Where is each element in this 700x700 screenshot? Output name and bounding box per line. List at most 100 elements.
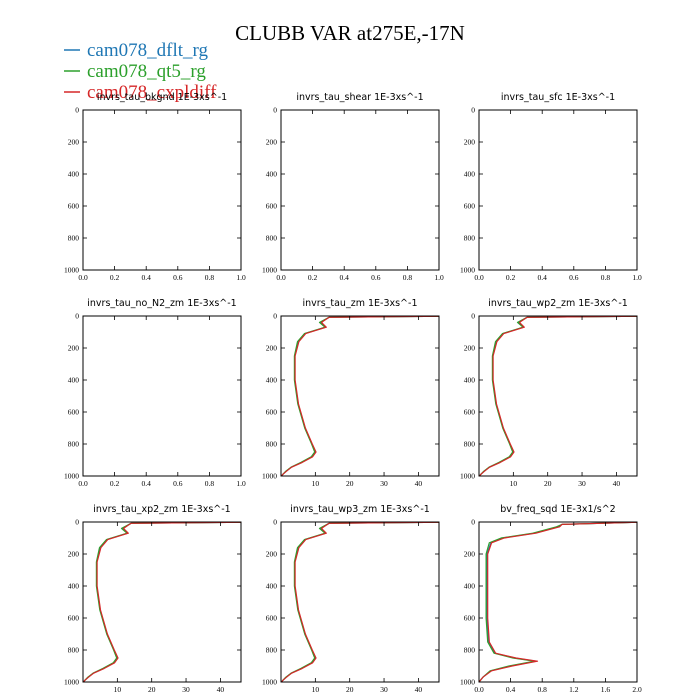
y-tick-label: 800 [464,234,476,243]
y-tick-label: 200 [464,138,476,147]
series-line-cam078_dflt_rg [83,521,242,683]
legend: cam078_dflt_rgcam078_qt5_rgcam078_cxpldi… [64,40,217,103]
legend-entry: cam078_cxpldiff [87,82,217,103]
panel-3: invrs_tau_sfc 1E-3xs^-1 0 200 400 600 800 1000… [460,92,642,282]
x-tick-label: 0.8 [205,479,215,488]
series-line-cam078_cxpldiff [478,521,638,683]
panel-title: invrs_tau_no_N2_zm 1E-3xs^-1 [87,298,236,309]
panel-9: bv_freq_sqd 1E-3x1/s^2 0 200 400 600 800 10000… [460,504,642,694]
y-tick-label: 800 [266,646,278,655]
panel-1: invrs_tau_bkgnd 1E-3xs^-1 0 200 400 600 800 10… [64,92,246,282]
y-tick-label: 400 [464,376,476,385]
panel-2: invrs_tau_shear 1E-3xs^-1 0 200 400 600 800 10… [262,92,444,282]
y-tick-label: 400 [266,170,278,179]
y-tick-label: 1000 [460,678,475,687]
y-tick-label: 800 [68,234,80,243]
x-tick-label: 1.0 [236,273,246,282]
y-tick-label: 0 [471,106,475,115]
x-tick-label: 20 [346,685,354,694]
x-tick-label: 2.0 [632,685,642,694]
y-tick-label: 1000 [64,266,79,275]
x-tick-label: 0.4 [538,273,548,282]
series-line-cam078_dflt_rg [478,521,638,683]
y-tick-label: 200 [464,550,476,559]
series-line-cam078_dflt_rg [281,521,440,683]
legend-entry: cam078_dflt_rg [87,40,209,61]
y-tick-label: 0 [75,518,79,527]
y-tick-label: 0 [471,312,475,321]
series-line-cam078_qt5_rg [281,521,440,683]
y-tick-label: 800 [266,234,278,243]
x-tick-label: 0.0 [474,685,484,694]
plot-frame [280,109,440,271]
legend-entry: cam078_qt5_rg [87,61,206,82]
x-tick-label: 0.0 [474,273,484,282]
panel-grid: invrs_tau_bkgnd 1E-3xs^-1020040060080010… [64,92,642,694]
y-tick-label: 400 [68,376,80,385]
series-line-cam078_qt5_rg [281,315,440,477]
x-tick-label: 1.2 [569,685,579,694]
y-tick-label: 800 [266,440,278,449]
panel-5: invrs_tau_zm 1E-3xs^-1 0 200 400 600 800 1000 1… [262,298,440,488]
y-tick-label: 200 [266,138,278,147]
y-tick-label: 400 [266,376,278,385]
y-tick-label: 600 [68,614,80,623]
y-tick-label: 200 [464,344,476,353]
x-tick-label: 0.2 [506,273,516,282]
x-tick-label: 0.4 [340,273,350,282]
y-tick-label: 600 [266,408,278,417]
panel-4: invrs_tau_no_N2_zm 1E-3xs^-1 0 200 400 600 80… [64,298,246,488]
y-tick-label: 200 [68,138,80,147]
y-tick-label: 200 [68,550,80,559]
plot-frame [478,521,638,683]
x-tick-label: 20 [544,479,552,488]
x-tick-label: 0.2 [110,273,120,282]
series-line-cam078_dflt_rg [281,315,440,477]
y-tick-label: 1000 [262,266,277,275]
plot-frame [82,521,242,683]
figure-title: CLUBB VAR at275E,-17N [235,21,465,45]
panel-title: bv_freq_sqd 1E-3x1/s^2 [500,504,615,515]
x-tick-label: 1.0 [434,273,444,282]
x-tick-label: 40 [415,479,423,488]
x-tick-label: 0.0 [276,273,286,282]
y-tick-label: 600 [464,202,476,211]
plot-frame [280,315,440,477]
series-line-cam078_cxpldiff [479,315,638,477]
panel-title: invrs_tau_wp3_zm 1E-3xs^-1 [290,504,430,515]
y-tick-label: 200 [266,344,278,353]
series-line-cam078_qt5_rg [83,521,242,683]
y-tick-label: 600 [266,614,278,623]
x-tick-label: 40 [217,685,225,694]
x-tick-label: 1.0 [236,479,246,488]
x-tick-label: 0.6 [173,273,183,282]
x-tick-label: 10 [510,479,518,488]
y-tick-label: 1000 [460,266,475,275]
x-tick-label: 0.0 [78,273,88,282]
y-tick-label: 0 [75,106,79,115]
x-tick-label: 0.6 [371,273,381,282]
x-tick-label: 0.8 [601,273,611,282]
x-tick-label: 20 [346,479,354,488]
y-tick-label: 0 [273,312,277,321]
y-tick-label: 600 [68,202,80,211]
x-tick-label: 40 [415,685,423,694]
y-tick-label: 1000 [262,678,277,687]
y-tick-label: 0 [75,312,79,321]
y-tick-label: 0 [471,518,475,527]
y-tick-label: 400 [68,582,80,591]
y-tick-label: 800 [464,646,476,655]
plot-frame [82,315,242,477]
y-tick-label: 600 [464,614,476,623]
x-tick-label: 0.4 [142,479,152,488]
x-tick-label: 30 [380,685,388,694]
y-tick-label: 400 [464,582,476,591]
x-tick-label: 10 [114,685,122,694]
panel-title: invrs_tau_zm 1E-3xs^-1 [303,298,418,309]
y-tick-label: 200 [68,344,80,353]
x-tick-label: 10 [312,479,320,488]
panel-6: invrs_tau_wp2_zm 1E-3xs^-1 0 200 400 600 800 1… [460,298,638,488]
y-tick-label: 0 [273,518,277,527]
